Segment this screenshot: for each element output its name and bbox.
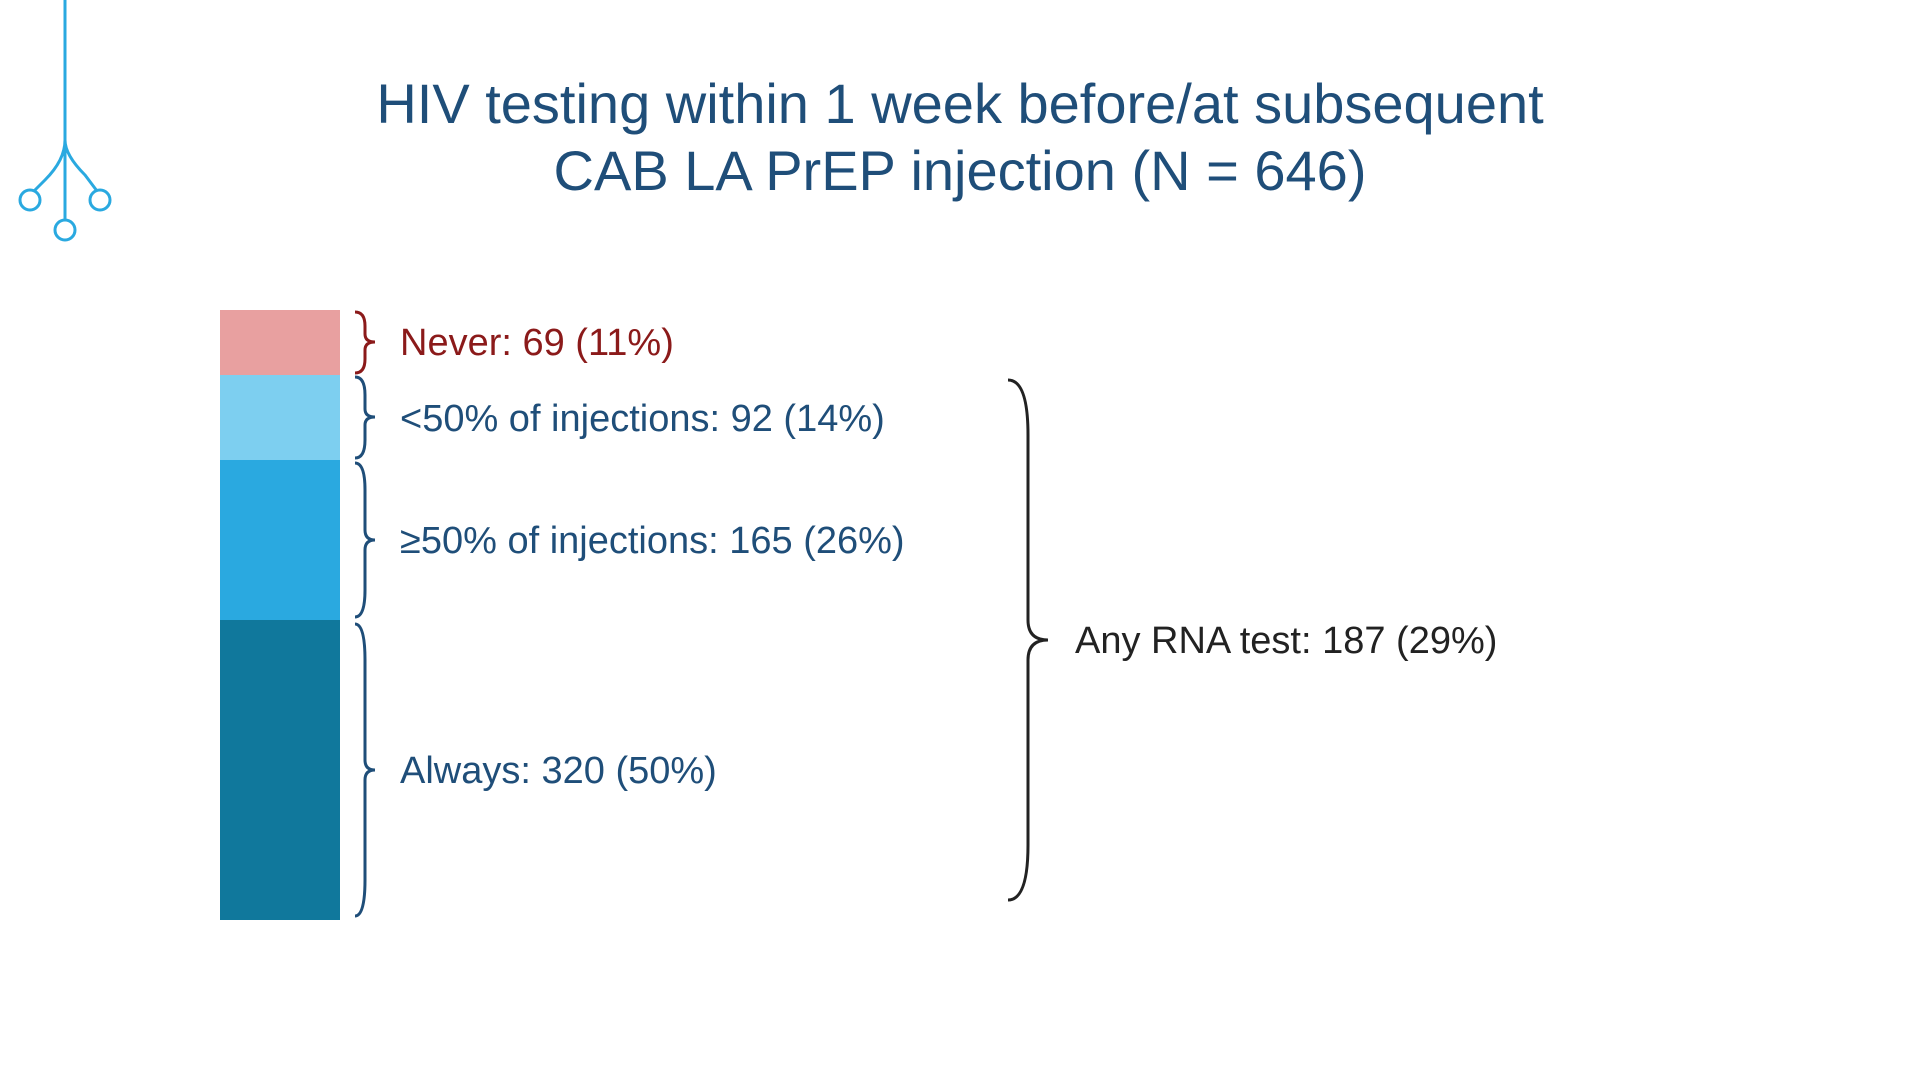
brace-never xyxy=(350,310,390,375)
title-line-2: CAB LA PrEP injection (N = 646) xyxy=(0,137,1920,204)
label-lt50: <50% of injections: 92 (14%) xyxy=(400,398,885,441)
brace-gte50 xyxy=(350,460,390,620)
segment-never xyxy=(220,310,340,375)
stacked-bar xyxy=(220,310,340,920)
segment-gte50 xyxy=(220,460,340,620)
label-never: Never: 69 (11%) xyxy=(400,322,674,365)
label-any-rna: Any RNA test: 187 (29%) xyxy=(1075,620,1497,663)
stacked-bar-chart: Never: 69 (11%) <50% of injections: 92 (… xyxy=(220,310,1780,960)
brace-lt50 xyxy=(350,375,390,460)
brace-always xyxy=(350,620,390,920)
segment-lt50 xyxy=(220,375,340,460)
brace-any-rna xyxy=(1000,375,1060,905)
segment-always xyxy=(220,620,340,920)
slide-root: HIV testing within 1 week before/at subs… xyxy=(0,0,1920,1080)
label-always: Always: 320 (50%) xyxy=(400,750,717,793)
title-line-1: HIV testing within 1 week before/at subs… xyxy=(0,70,1920,137)
label-gte50: ≥50% of injections: 165 (26%) xyxy=(400,520,905,563)
slide-title: HIV testing within 1 week before/at subs… xyxy=(0,70,1920,204)
